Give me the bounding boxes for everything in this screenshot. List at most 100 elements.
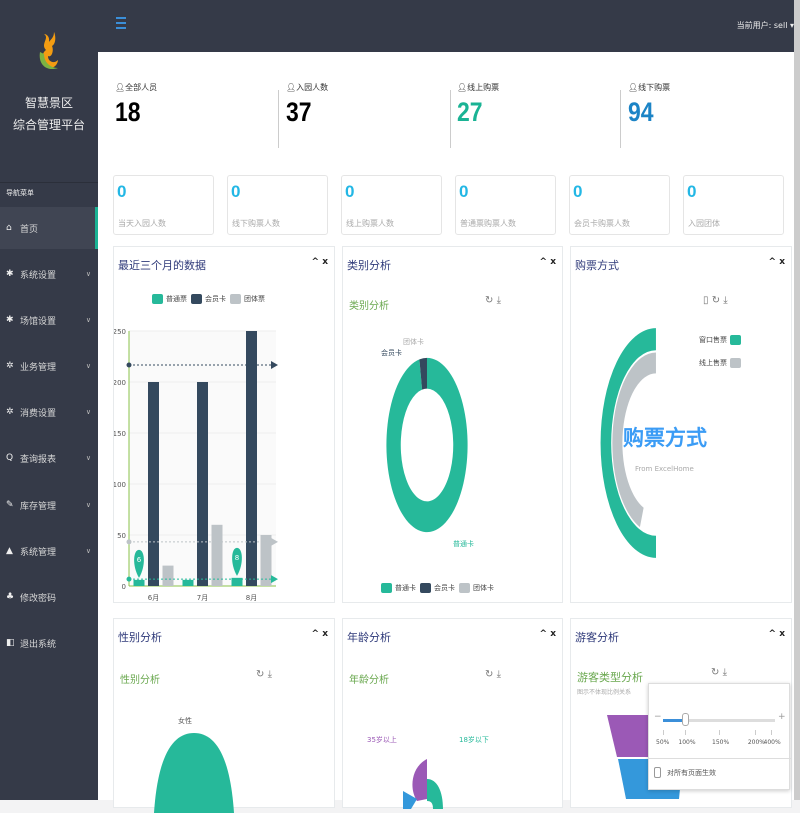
- gears-icon: ✲: [6, 407, 14, 417]
- chart-subtitle: 类别分析: [349, 301, 389, 312]
- stat-label: 入园人数: [296, 83, 329, 92]
- chart-subtitle: 年龄分析: [349, 675, 389, 686]
- age-rose-chart: [403, 759, 443, 809]
- pie-slice[interactable]: [419, 357, 427, 390]
- legend-swatch[interactable]: [730, 358, 741, 368]
- sidebar-item-label: 修改密码: [20, 593, 57, 604]
- legend-swatch[interactable]: [730, 335, 741, 345]
- collapse-icon[interactable]: ^: [539, 629, 548, 639]
- user-icon: 👤︎: [286, 83, 297, 92]
- legend-item[interactable]: 普通卡: [381, 583, 416, 593]
- collapse-icon[interactable]: ^: [311, 629, 320, 639]
- zoom-slider-thumb[interactable]: [682, 713, 690, 726]
- zoom-tick-label: 400%: [763, 739, 781, 746]
- close-icon[interactable]: x: [550, 257, 556, 267]
- pie-slice[interactable]: [386, 357, 468, 533]
- collapse-icon[interactable]: ^: [539, 257, 548, 267]
- pie-slice[interactable]: [600, 328, 656, 558]
- slice-label: 团体卡: [403, 338, 424, 346]
- user-menu[interactable]: 当前用户: sell ▾: [736, 21, 794, 30]
- gears-icon: ✲: [6, 361, 14, 371]
- close-icon[interactable]: x: [322, 257, 328, 267]
- bar[interactable]: [197, 382, 208, 586]
- download-icon[interactable]: ⤓: [267, 669, 272, 680]
- search-icon: Q: [6, 453, 14, 463]
- apply-all-checkbox[interactable]: [654, 767, 661, 778]
- sidebar-item[interactable]: ✱ 系统设置 ∨: [0, 253, 98, 295]
- sidebar-item[interactable]: ✱ 场馆设置 ∨: [0, 299, 98, 341]
- zoom-in-button[interactable]: +: [778, 712, 786, 722]
- bar[interactable]: [182, 579, 194, 586]
- refresh-icon[interactable]: ↻: [485, 669, 494, 680]
- download-icon[interactable]: ⤓: [496, 669, 501, 680]
- download-icon[interactable]: ⤓: [723, 295, 728, 306]
- stat-label: 线下购票: [638, 83, 671, 92]
- sidebar-item[interactable]: ✲ 消费设置 ∨: [0, 391, 98, 433]
- data-view-icon[interactable]: ▯: [703, 295, 709, 306]
- bar[interactable]: [231, 577, 243, 586]
- current-user: sell: [773, 21, 788, 30]
- chevron-down-icon: ∨: [85, 362, 91, 370]
- mini-stat-value: 0: [459, 182, 469, 201]
- mini-stat-card: 0 线上购票人数: [341, 175, 442, 235]
- scrollbar[interactable]: [794, 0, 800, 800]
- sidebar-item[interactable]: Q 查询报表 ∨: [0, 437, 98, 479]
- sidebar-item[interactable]: ✲ 业务管理 ∨: [0, 345, 98, 387]
- legend-item[interactable]: 会员卡: [191, 294, 226, 304]
- sidebar-item[interactable]: ▲ 系统管理 ∨: [0, 530, 98, 572]
- stat-label: 线上购票: [467, 83, 500, 92]
- refresh-icon[interactable]: ↻: [711, 295, 721, 306]
- chevron-down-icon: ∨: [85, 408, 91, 416]
- top-header: 当前用户: sell ▾: [98, 0, 800, 52]
- bar[interactable]: [133, 579, 145, 586]
- pie-slice[interactable]: [612, 352, 656, 528]
- sidebar-item[interactable]: ◧ 退出系统: [0, 622, 98, 664]
- panel-title: 购票方式: [575, 259, 619, 272]
- menu-toggle-icon[interactable]: [116, 17, 126, 29]
- nav-heading: 导航菜单: [6, 189, 34, 197]
- collapse-icon[interactable]: ^: [768, 629, 777, 639]
- panel-title: 类别分析: [347, 259, 391, 272]
- x-tick-label: 6月: [148, 594, 159, 602]
- sidebar-item[interactable]: ♣ 修改密码: [0, 576, 98, 618]
- close-icon[interactable]: x: [322, 629, 328, 639]
- bar[interactable]: [162, 565, 174, 586]
- close-icon[interactable]: x: [779, 257, 785, 267]
- mini-stat-value: 0: [345, 182, 355, 201]
- bar[interactable]: [260, 535, 272, 586]
- panel-title: 年龄分析: [347, 631, 391, 644]
- refresh-icon[interactable]: ↻: [485, 295, 494, 306]
- bar[interactable]: [246, 331, 257, 586]
- sidebar-item[interactable]: ✎ 库存管理 ∨: [0, 484, 98, 526]
- stat-value: 94: [628, 97, 654, 127]
- apply-all-label: 对所有页面生效: [667, 769, 716, 777]
- sidebar-item[interactable]: ⌂ 首页: [0, 207, 98, 249]
- zoom-slider[interactable]: [663, 719, 775, 722]
- bar[interactable]: [211, 524, 223, 586]
- chevron-down-icon: ∨: [85, 270, 91, 278]
- sidebar-item-label: 业务管理: [20, 362, 57, 373]
- legend-item[interactable]: 团体票: [230, 294, 265, 304]
- legend-item[interactable]: 团体卡: [459, 583, 494, 593]
- zoom-out-button[interactable]: −: [654, 712, 662, 722]
- stat-value: 37: [286, 97, 312, 127]
- download-icon[interactable]: ⤓: [496, 295, 501, 306]
- zoom-tick-label: 100%: [678, 739, 696, 746]
- download-icon[interactable]: ⤓: [722, 667, 727, 678]
- refresh-icon[interactable]: ↻: [711, 667, 720, 678]
- slice-label: 会员卡: [381, 349, 402, 357]
- bar[interactable]: [148, 382, 159, 586]
- collapse-icon[interactable]: ^: [768, 257, 777, 267]
- mini-stat-value: 0: [573, 182, 583, 201]
- close-icon[interactable]: x: [550, 629, 556, 639]
- close-icon[interactable]: x: [779, 629, 785, 639]
- refresh-icon[interactable]: ↻: [256, 669, 265, 680]
- panel-gender: 性别分析 ^ x 性别分析 ↻ ⤓ 女性: [113, 618, 335, 813]
- slice-label: 普通卡: [453, 540, 474, 548]
- legend-item[interactable]: 普通票: [152, 294, 187, 304]
- legend-item[interactable]: 会员卡: [420, 583, 455, 593]
- zoom-tick-label: 50%: [656, 739, 670, 746]
- edit-icon: ✎: [6, 500, 14, 510]
- mini-stat-value: 0: [231, 182, 241, 201]
- collapse-icon[interactable]: ^: [311, 257, 320, 267]
